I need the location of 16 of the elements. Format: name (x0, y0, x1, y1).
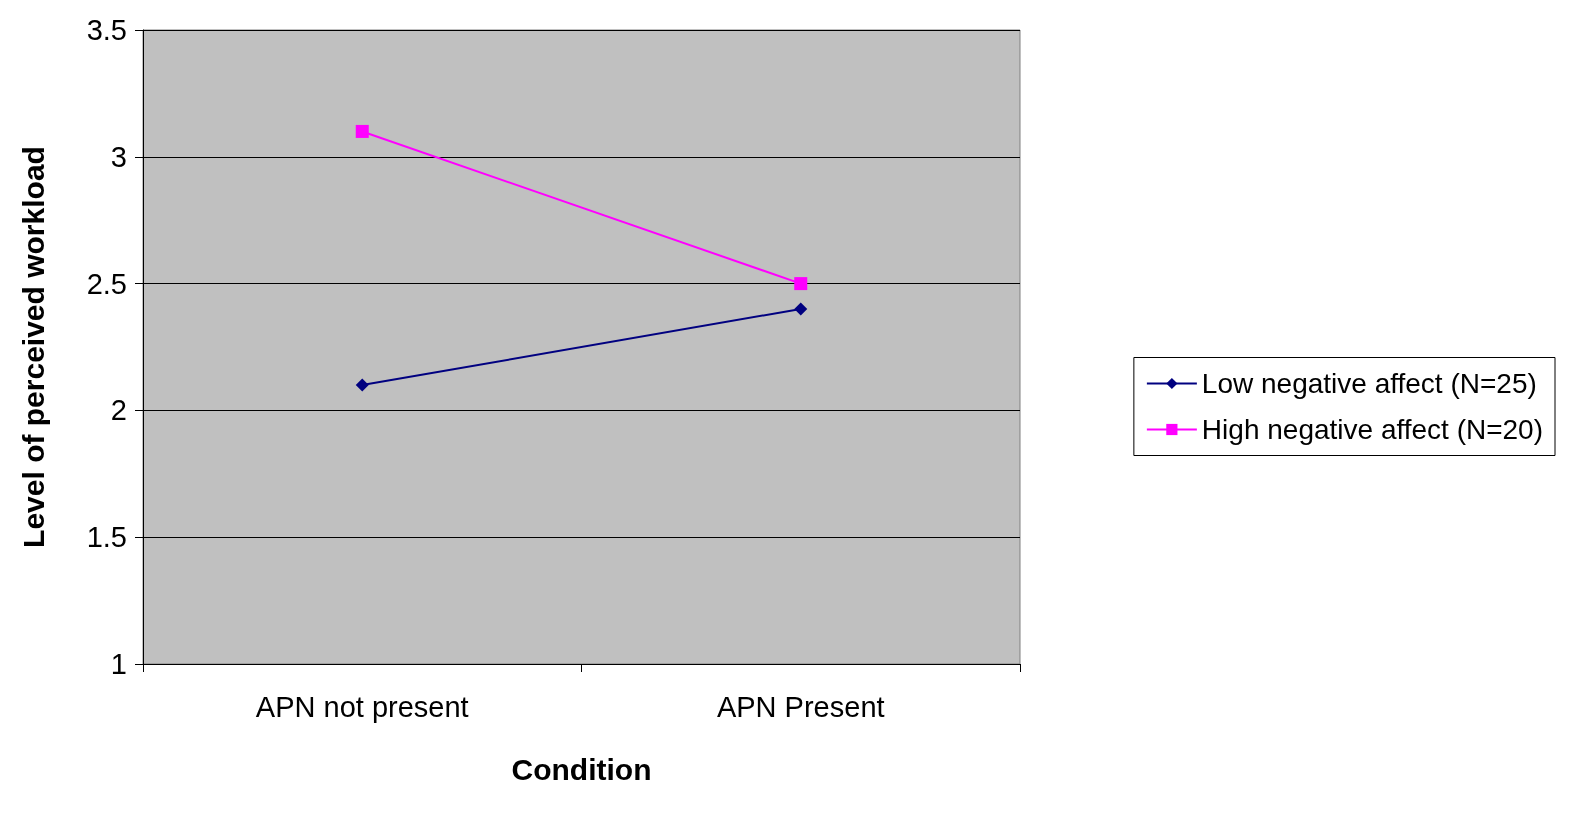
x-axis-title: Condition (511, 752, 652, 786)
y-axis-title: Level of perceived workload (16, 146, 50, 548)
point (355, 378, 369, 392)
y-tick-label: 3.5 (86, 14, 127, 46)
legend-label: High negative affect (N=20) (1201, 414, 1544, 445)
y-tick-label: 2 (110, 394, 127, 427)
point (355, 124, 369, 138)
y-tick-label: 2.5 (86, 267, 127, 300)
y-tick-label: 1 (110, 648, 127, 680)
point (794, 277, 808, 291)
y-tick-label: 3 (110, 140, 127, 173)
legend-label: Low negative affect (N=25) (1201, 368, 1537, 399)
x-tick-label: APN Present (716, 690, 885, 723)
point (794, 302, 808, 316)
x-tick-label: APN not present (255, 690, 469, 723)
y-tick-label: 1.5 (86, 521, 127, 554)
